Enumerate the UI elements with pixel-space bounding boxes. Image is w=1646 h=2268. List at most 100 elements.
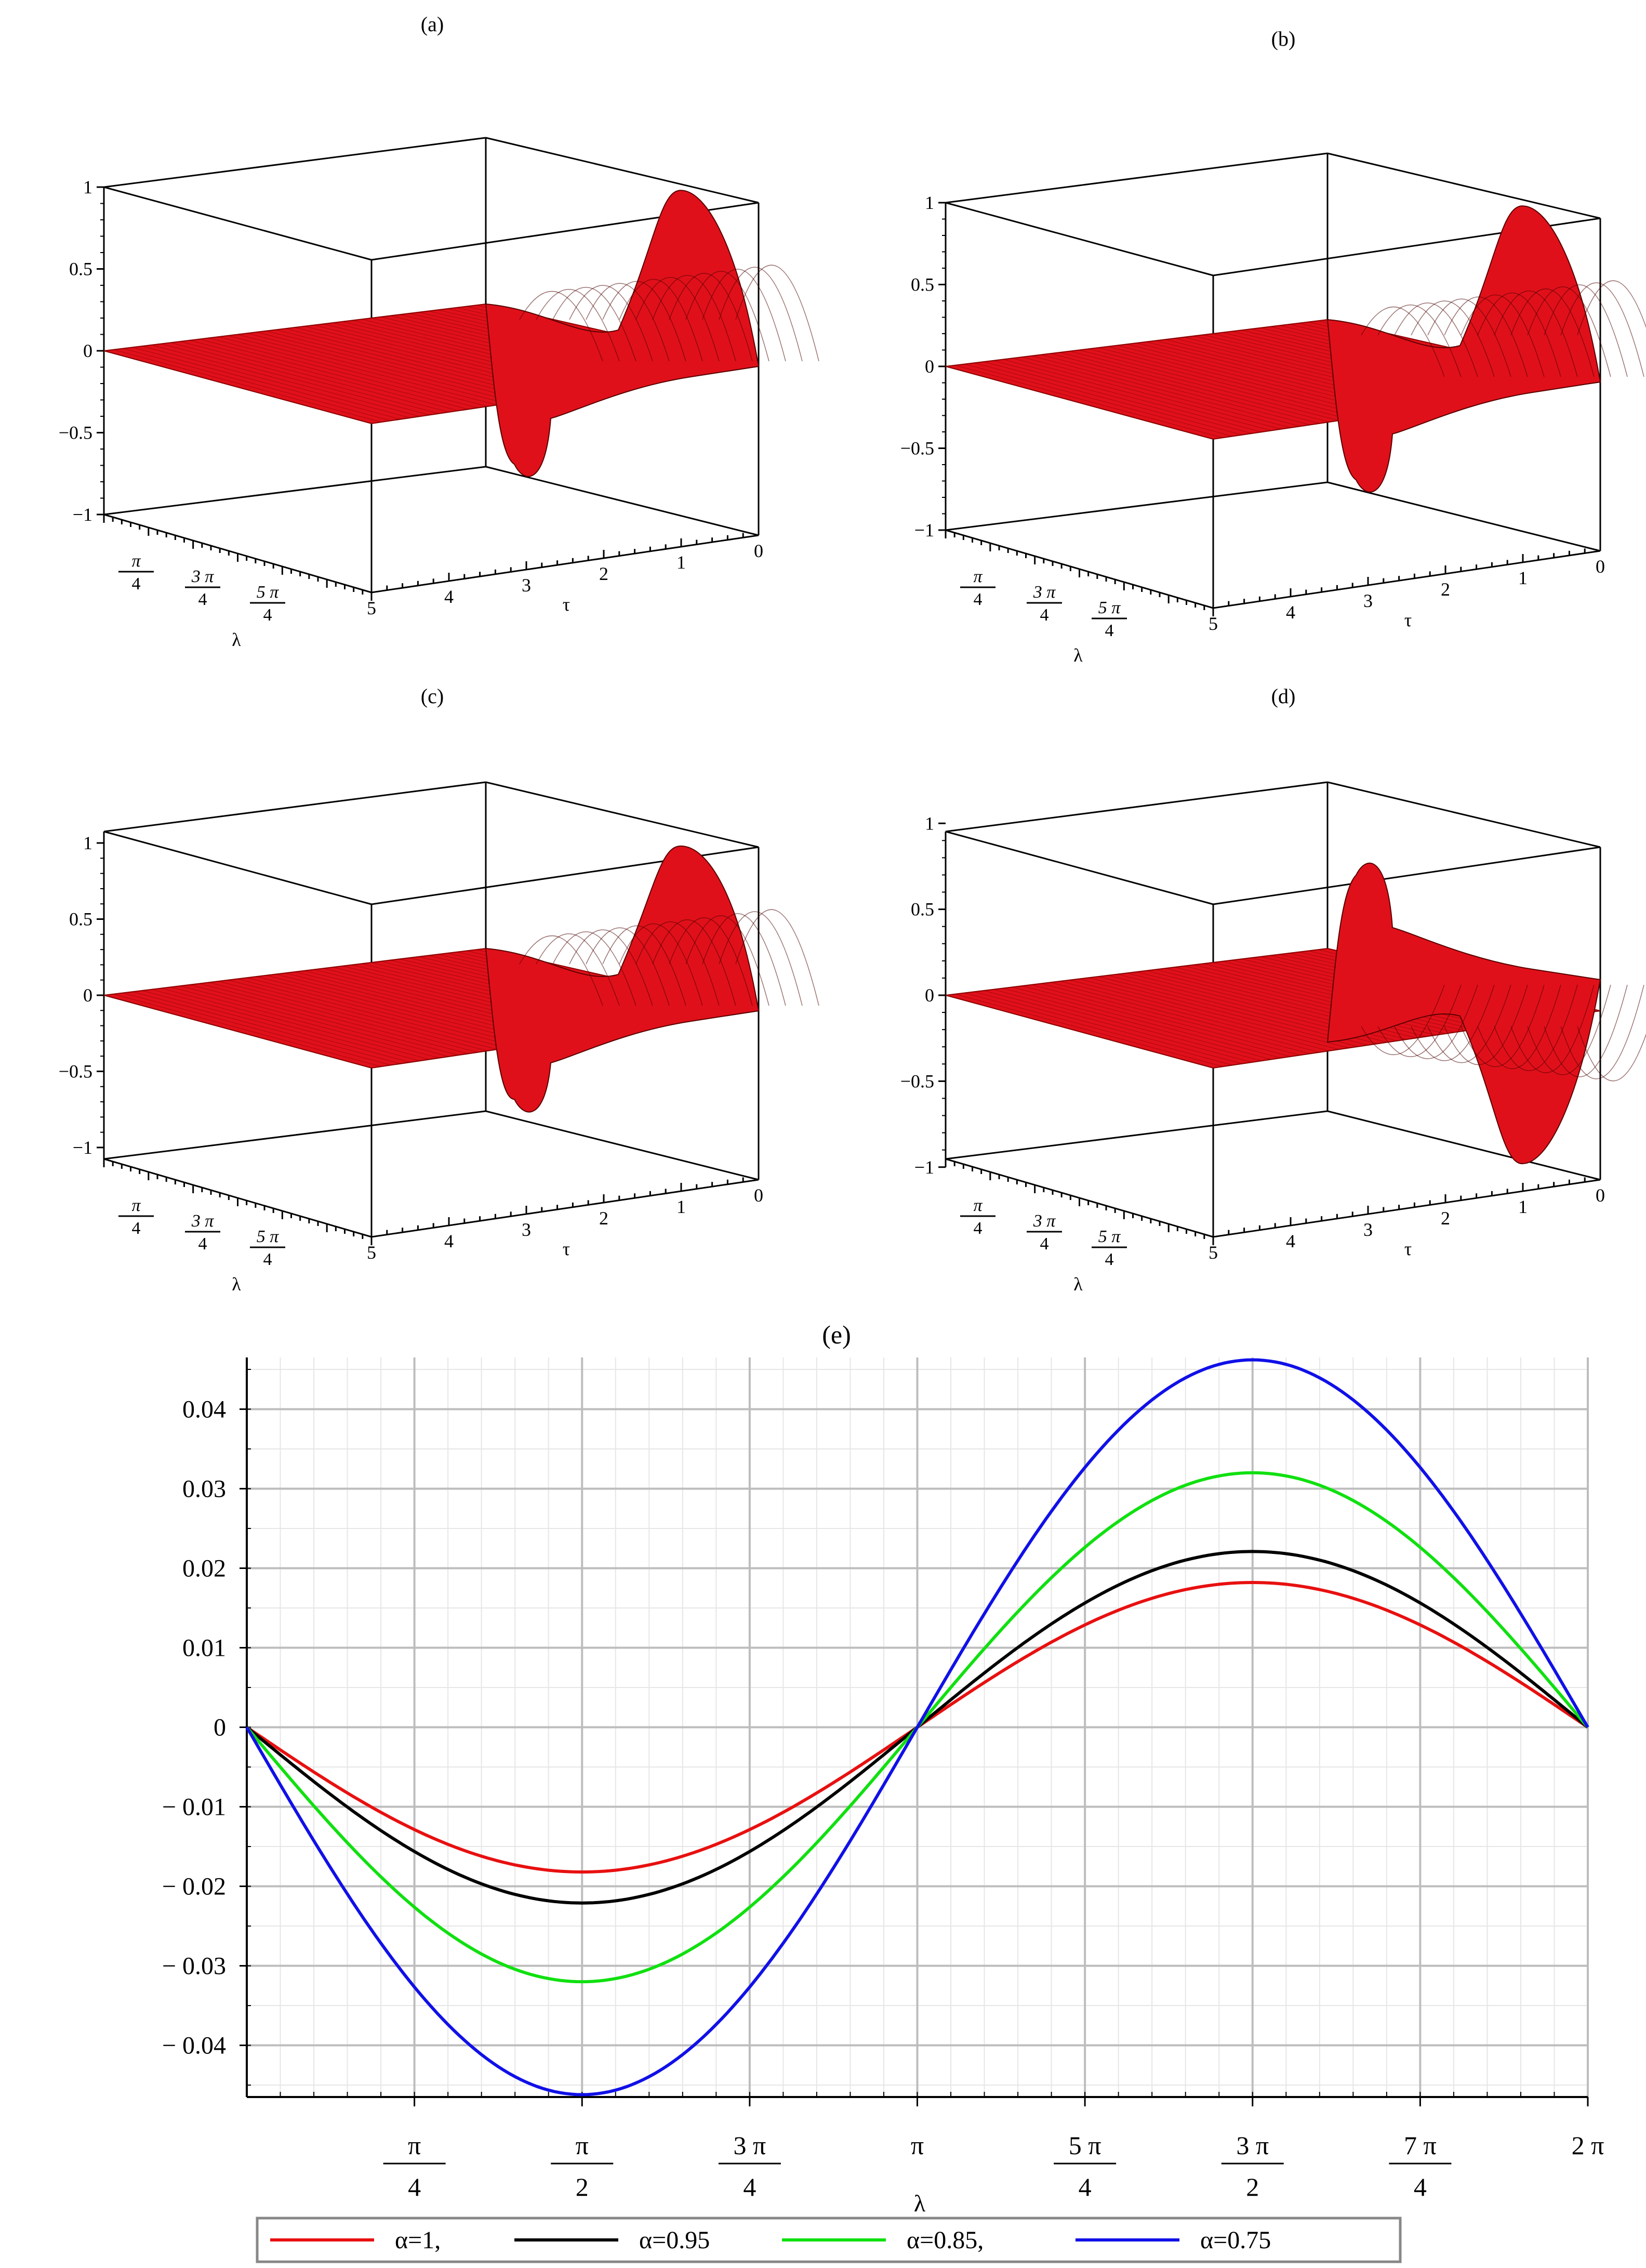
mesh-line [1031,984,1300,1056]
x-tick-label: π4 [383,2131,446,2201]
mesh-line [1060,352,1330,423]
surface-mesh [1560,984,1644,1079]
box-edge [103,186,372,261]
tau-tick-label: 3 [1363,1219,1373,1240]
surface-mesh [619,923,703,1006]
lambda-tick-label: 3 π4 [1027,1211,1062,1254]
surface-mesh [586,283,670,362]
z-tick-label: −1 [914,1157,934,1178]
tau-tick-label: 2 [599,1208,608,1229]
lambda-tick-label: 5 π4 [1092,598,1127,640]
lambda-den: 4 [263,605,272,625]
z-tick-label: −0.5 [900,1071,934,1091]
z-tick-label: −1 [73,1137,92,1158]
tau-tick-label: 4 [444,1231,454,1251]
lambda-num: 5 π [257,583,280,602]
y-tick-label: − 0.02 [162,1873,226,1901]
box-edge [945,781,1328,833]
surface-mesh [1560,282,1644,377]
tau-tick-label: 0 [754,1185,763,1206]
mesh-line [132,991,401,1064]
surface-mesh [1427,984,1511,1063]
surface-wave-group [1326,862,1646,1165]
tau-tick-label: 4 [1286,602,1295,623]
surface-mesh [1361,984,1445,1056]
surface-mesh [1394,302,1478,377]
tau-tick-label: 4 [444,586,454,607]
legend: α=1, α=0.95 α=0.85, α=0.75 [256,2217,1402,2263]
x-tick-num: 5 π [1069,2131,1101,2160]
z-tick-label: 1 [83,177,92,197]
legend-item: α=0.95 [514,2226,710,2254]
surface-mesh [685,271,769,362]
legend-item: α=0.85, [782,2226,984,2254]
legend-label: α=1, [395,2226,441,2254]
box-edge [485,781,759,848]
mesh-line [1060,981,1330,1051]
mesh-line [142,346,410,418]
z-tick-label: 1 [925,813,934,834]
x-tick-den: 4 [743,2172,756,2201]
y-tick-label: − 0.03 [162,1953,226,1980]
z-tick-label: −0.5 [900,438,934,459]
mesh-line [161,988,430,1060]
lambda-den: 4 [132,1219,141,1238]
z-tick-label: −0.5 [59,1061,92,1082]
surface-mesh [702,269,786,362]
mesh-line [151,345,420,417]
lambda-num: π [131,1196,141,1215]
box-edge [945,202,1214,276]
lambda-num: 3 π [191,567,215,586]
legend-label: α=0.95 [639,2226,710,2254]
surface-mesh [1427,298,1511,377]
surface-mesh [1544,984,1628,1077]
lambda-tick-label: 3 π4 [185,567,220,609]
tau-tick-label: 5 [367,598,376,618]
surface-mesh [619,279,703,362]
mesh-line [964,993,1233,1065]
lambda-axis-label: λ [1073,645,1083,666]
mesh-line [256,976,527,1046]
lambda-tick-label: 5 π4 [1092,1227,1127,1269]
box-edge [1327,481,1601,552]
mesh-line [190,984,459,1056]
box-edge [485,137,759,204]
mesh-line [964,364,1233,437]
tau-tick-label: 4 [1286,1231,1295,1251]
surface-mesh [719,267,803,362]
z-tick-label: 1 [925,192,934,213]
surface-mesh [519,291,603,362]
lambda-axis-label: λ [1073,1274,1083,1295]
z-tick-label: 0.5 [911,899,934,920]
mesh-line [974,362,1243,436]
mesh-line [170,986,440,1059]
mesh-line [1079,979,1349,1048]
lambda-axis-label: λ [232,629,241,650]
surface-mesh [1577,280,1646,336]
surface-wave-group [485,190,819,477]
x-tick-num: π [408,2131,421,2160]
lambda-num: 3 π [1033,583,1056,602]
surface-wave-group [485,845,819,1113]
x-tick-label: 7 π4 [1389,2131,1452,2201]
lambda-num: 5 π [1098,1227,1121,1246]
surface-mesh [1444,984,1528,1065]
surface-mesh [1377,305,1462,377]
surface-wave [1326,862,1601,1165]
box-edge [485,466,759,536]
tau-tick-label: 5 [1209,613,1218,634]
mesh-line [1089,977,1359,1047]
surface-mesh [569,285,653,362]
surface-mesh [552,287,636,362]
x-tick-den: 4 [1079,2172,1092,2201]
surface-mesh [519,935,603,1006]
mesh-line [113,349,381,423]
lambda-tick-label: π4 [118,551,154,594]
x-tick-label: 3 π2 [1221,2131,1284,2201]
box-edge [1213,550,1601,609]
surface-mesh [1361,306,1445,377]
chart-title: (e) [822,1320,851,1349]
tau-axis-label: τ [1404,1238,1412,1259]
